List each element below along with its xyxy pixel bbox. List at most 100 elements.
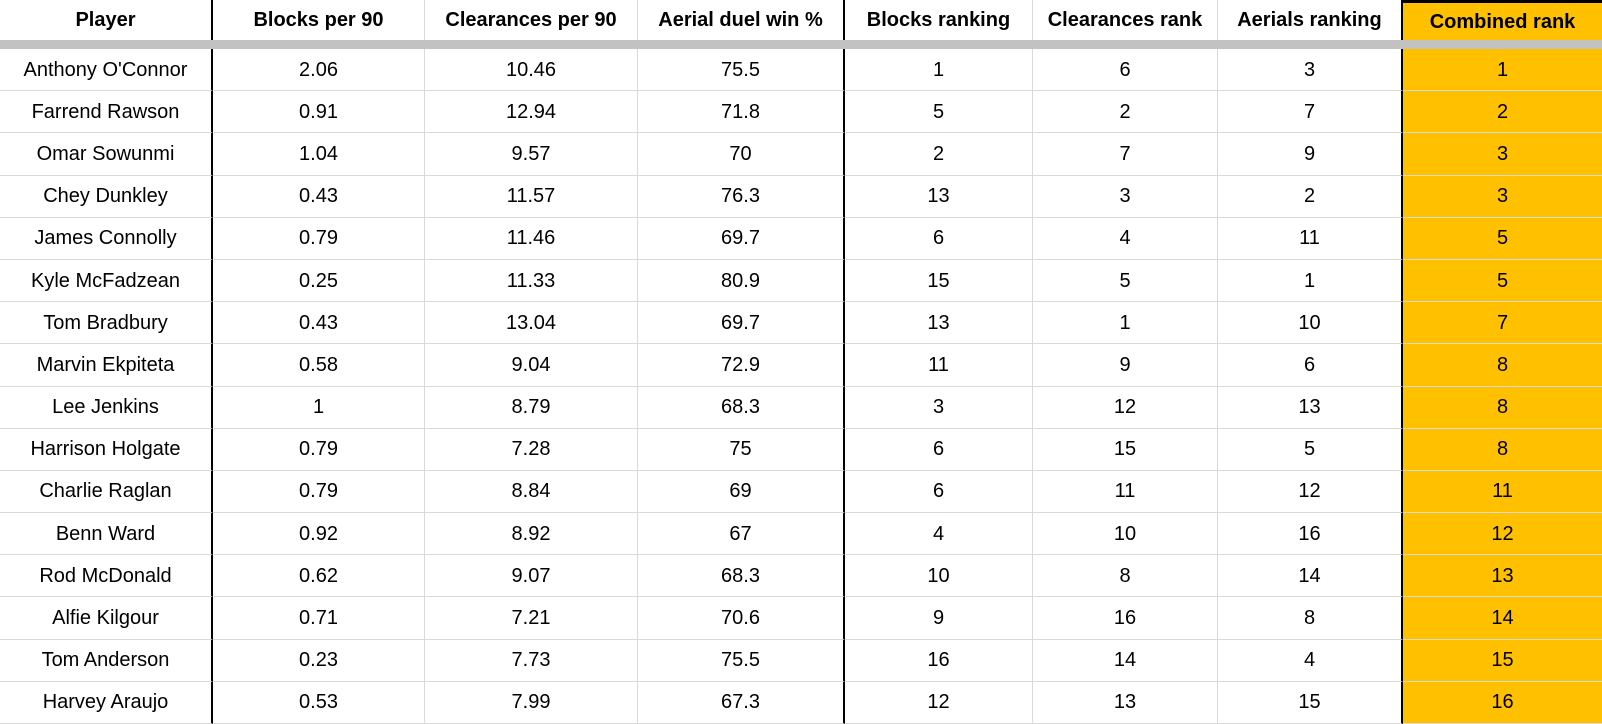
data-cell[interactable]: 80.9 bbox=[638, 259, 845, 303]
data-cell[interactable]: 67 bbox=[638, 513, 845, 556]
player-name-cell[interactable]: Harrison Holgate bbox=[0, 428, 213, 471]
combined-rank-cell[interactable]: 16 bbox=[1403, 681, 1602, 724]
data-cell[interactable]: 7.99 bbox=[425, 681, 638, 724]
data-cell[interactable]: 0.79 bbox=[213, 217, 425, 260]
combined-rank-cell[interactable]: 11 bbox=[1403, 470, 1602, 514]
data-cell[interactable]: 7 bbox=[1033, 133, 1218, 176]
data-cell[interactable]: 9 bbox=[1033, 344, 1218, 387]
data-cell[interactable]: 0.43 bbox=[213, 175, 425, 218]
data-cell[interactable]: 16 bbox=[1033, 597, 1218, 640]
data-cell[interactable]: 1 bbox=[845, 49, 1033, 92]
data-cell[interactable]: 0.91 bbox=[213, 91, 425, 134]
data-cell[interactable]: 12.94 bbox=[425, 91, 638, 134]
data-cell[interactable]: 14 bbox=[1033, 639, 1218, 682]
data-cell[interactable]: 2 bbox=[1218, 175, 1403, 218]
data-cell[interactable]: 75.5 bbox=[638, 639, 845, 682]
data-cell[interactable]: 6 bbox=[845, 470, 1033, 514]
column-header-clearances-per-90[interactable]: Clearances per 90 bbox=[425, 0, 638, 40]
data-cell[interactable]: 71.8 bbox=[638, 91, 845, 134]
data-cell[interactable]: 11 bbox=[1033, 470, 1218, 514]
data-cell[interactable]: 5 bbox=[1033, 259, 1218, 303]
data-cell[interactable]: 4 bbox=[845, 513, 1033, 556]
data-cell[interactable]: 10 bbox=[845, 555, 1033, 598]
data-cell[interactable]: 3 bbox=[1218, 49, 1403, 92]
column-header-combined-rank[interactable]: Combined rank bbox=[1403, 0, 1602, 40]
data-cell[interactable]: 0.79 bbox=[213, 428, 425, 471]
combined-rank-cell[interactable]: 14 bbox=[1403, 597, 1602, 640]
data-cell[interactable]: 5 bbox=[1218, 428, 1403, 471]
data-cell[interactable]: 0.62 bbox=[213, 555, 425, 598]
data-cell[interactable]: 7.73 bbox=[425, 639, 638, 682]
data-cell[interactable]: 15 bbox=[845, 259, 1033, 303]
data-cell[interactable]: 3 bbox=[845, 386, 1033, 429]
data-cell[interactable]: 8.84 bbox=[425, 470, 638, 514]
data-cell[interactable]: 0.92 bbox=[213, 513, 425, 556]
data-cell[interactable]: 13 bbox=[1033, 681, 1218, 724]
player-name-cell[interactable]: Harvey Araujo bbox=[0, 681, 213, 724]
player-name-cell[interactable]: Marvin Ekpiteta bbox=[0, 344, 213, 387]
data-cell[interactable]: 0.23 bbox=[213, 639, 425, 682]
data-cell[interactable]: 2.06 bbox=[213, 49, 425, 92]
data-cell[interactable]: 13 bbox=[845, 302, 1033, 345]
player-name-cell[interactable]: Rod McDonald bbox=[0, 555, 213, 598]
data-cell[interactable]: 6 bbox=[845, 428, 1033, 471]
combined-rank-cell[interactable]: 7 bbox=[1403, 302, 1602, 345]
data-cell[interactable]: 15 bbox=[1033, 428, 1218, 471]
combined-rank-cell[interactable]: 3 bbox=[1403, 175, 1602, 218]
player-name-cell[interactable]: Kyle McFadzean bbox=[0, 259, 213, 303]
data-cell[interactable]: 0.53 bbox=[213, 681, 425, 724]
combined-rank-cell[interactable]: 1 bbox=[1403, 49, 1602, 92]
data-cell[interactable]: 9.07 bbox=[425, 555, 638, 598]
data-cell[interactable]: 7.21 bbox=[425, 597, 638, 640]
column-header-player[interactable]: Player bbox=[0, 0, 213, 40]
combined-rank-cell[interactable]: 8 bbox=[1403, 428, 1602, 471]
player-name-cell[interactable]: Lee Jenkins bbox=[0, 386, 213, 429]
data-cell[interactable]: 75.5 bbox=[638, 49, 845, 92]
column-header-blocks-ranking[interactable]: Blocks ranking bbox=[845, 0, 1033, 40]
data-cell[interactable]: 10 bbox=[1218, 302, 1403, 345]
combined-rank-cell[interactable]: 5 bbox=[1403, 259, 1602, 303]
combined-rank-cell[interactable]: 8 bbox=[1403, 344, 1602, 387]
player-name-cell[interactable]: James Connolly bbox=[0, 217, 213, 260]
combined-rank-cell[interactable]: 12 bbox=[1403, 513, 1602, 556]
data-cell[interactable]: 2 bbox=[845, 133, 1033, 176]
data-cell[interactable]: 69.7 bbox=[638, 302, 845, 345]
data-cell[interactable]: 8.79 bbox=[425, 386, 638, 429]
player-name-cell[interactable]: Omar Sowunmi bbox=[0, 133, 213, 176]
data-cell[interactable]: 7.28 bbox=[425, 428, 638, 471]
data-cell[interactable]: 0.25 bbox=[213, 259, 425, 303]
data-cell[interactable]: 11 bbox=[845, 344, 1033, 387]
player-name-cell[interactable]: Tom Bradbury bbox=[0, 302, 213, 345]
data-cell[interactable]: 0.43 bbox=[213, 302, 425, 345]
data-cell[interactable]: 76.3 bbox=[638, 175, 845, 218]
data-cell[interactable]: 13 bbox=[1218, 386, 1403, 429]
data-cell[interactable]: 9 bbox=[845, 597, 1033, 640]
player-name-cell[interactable]: Tom Anderson bbox=[0, 639, 213, 682]
data-cell[interactable]: 16 bbox=[845, 639, 1033, 682]
combined-rank-cell[interactable]: 5 bbox=[1403, 217, 1602, 260]
player-name-cell[interactable]: Alfie Kilgour bbox=[0, 597, 213, 640]
data-cell[interactable]: 15 bbox=[1218, 681, 1403, 724]
data-cell[interactable]: 4 bbox=[1218, 639, 1403, 682]
data-cell[interactable]: 68.3 bbox=[638, 555, 845, 598]
data-cell[interactable]: 11.46 bbox=[425, 217, 638, 260]
data-cell[interactable]: 1 bbox=[1218, 259, 1403, 303]
data-cell[interactable]: 6 bbox=[1218, 344, 1403, 387]
data-cell[interactable]: 8 bbox=[1218, 597, 1403, 640]
data-cell[interactable]: 1 bbox=[1033, 302, 1218, 345]
column-header-clearances-rank[interactable]: Clearances rank bbox=[1033, 0, 1218, 40]
data-cell[interactable]: 67.3 bbox=[638, 681, 845, 724]
data-cell[interactable]: 1.04 bbox=[213, 133, 425, 176]
data-cell[interactable]: 11.57 bbox=[425, 175, 638, 218]
player-name-cell[interactable]: Charlie Raglan bbox=[0, 470, 213, 514]
combined-rank-cell[interactable]: 15 bbox=[1403, 639, 1602, 682]
data-cell[interactable]: 11 bbox=[1218, 217, 1403, 260]
data-cell[interactable]: 70 bbox=[638, 133, 845, 176]
data-cell[interactable]: 5 bbox=[845, 91, 1033, 134]
data-cell[interactable]: 9.04 bbox=[425, 344, 638, 387]
data-cell[interactable]: 9.57 bbox=[425, 133, 638, 176]
data-cell[interactable]: 6 bbox=[845, 217, 1033, 260]
combined-rank-cell[interactable]: 13 bbox=[1403, 555, 1602, 598]
data-cell[interactable]: 10 bbox=[1033, 513, 1218, 556]
data-cell[interactable]: 1 bbox=[213, 386, 425, 429]
